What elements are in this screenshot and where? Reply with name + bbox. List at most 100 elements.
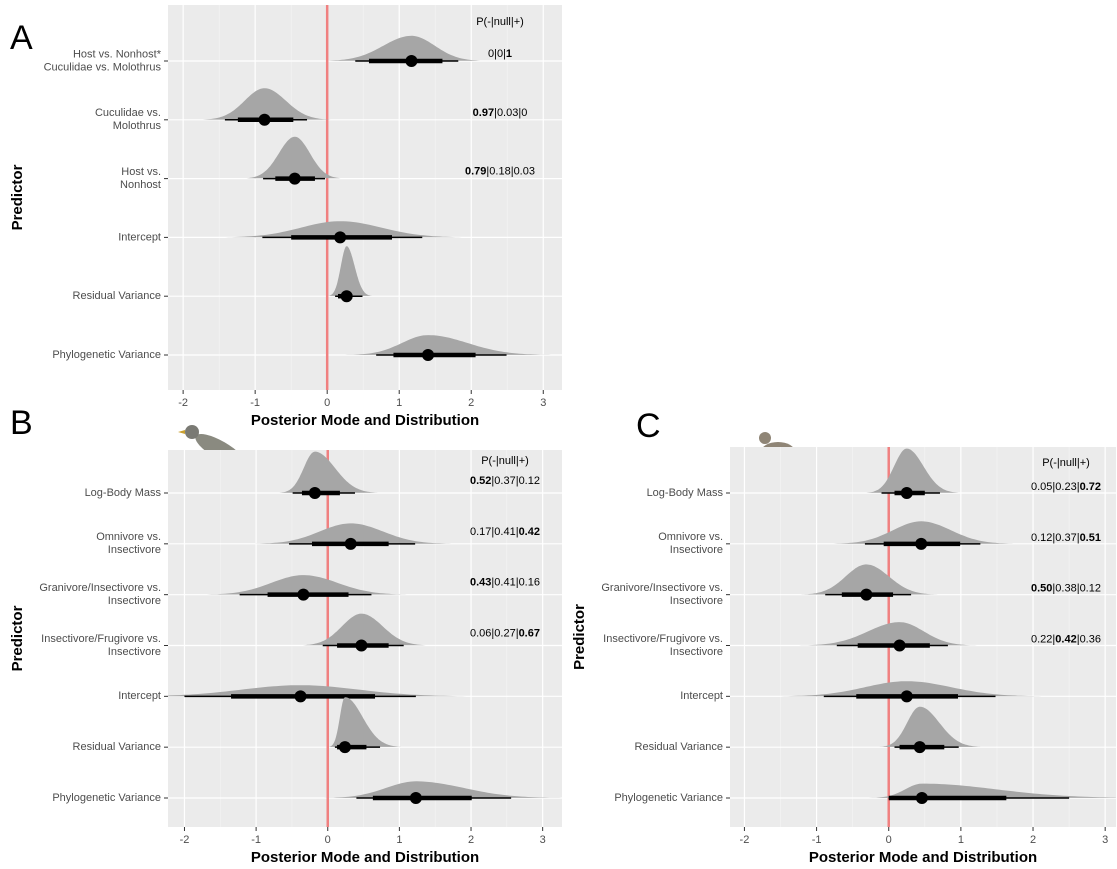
y-tick-label: Cuculidae vs. Molothrus <box>44 61 162 73</box>
annotation: 0.79|0.18|0.03 <box>465 166 535 178</box>
x-axis-title: Posterior Mode and Distribution <box>251 412 479 429</box>
density <box>201 575 413 595</box>
y-tick-label: Omnivore vs. <box>96 531 161 543</box>
density <box>299 613 429 646</box>
x-tick-label: 2 <box>468 834 474 846</box>
y-tick-label: Insectivore/Frugivore vs. <box>603 633 723 645</box>
x-tick-label: 1 <box>396 397 402 409</box>
y-tick-label: Omnivore vs. <box>658 531 723 543</box>
density <box>866 448 960 493</box>
mode-point <box>405 55 418 67</box>
annotation: 0.06|0.27|0.67 <box>470 627 540 639</box>
y-tick-label: Insectivore <box>108 544 161 556</box>
annotation-header: P(-|null|+) <box>481 455 529 467</box>
y-tick-label: Intercept <box>118 690 161 702</box>
y-axis-title: Predictor <box>9 605 26 671</box>
density <box>799 622 977 646</box>
mode-point <box>288 172 301 185</box>
x-tick-label: 3 <box>540 834 546 846</box>
annotation: 0.22|0.42|0.36 <box>1031 633 1101 645</box>
mode-point <box>258 113 271 126</box>
y-tick-label: Residual Variance <box>73 290 161 302</box>
x-tick-label: 1 <box>958 834 964 846</box>
density <box>774 681 1049 697</box>
mode-point <box>338 741 351 754</box>
density <box>345 335 554 355</box>
y-tick-label: Host vs. <box>121 166 161 178</box>
density <box>168 685 486 697</box>
x-tick-label: 2 <box>468 397 474 409</box>
mode-point <box>900 690 913 703</box>
panel-background <box>168 5 562 390</box>
density <box>279 451 379 493</box>
x-tick-label: -2 <box>178 397 188 409</box>
x-axis-title: Posterior Mode and Distribution <box>251 849 479 866</box>
y-tick-label: Residual Variance <box>73 741 161 753</box>
density <box>215 221 472 238</box>
x-tick-label: 3 <box>540 397 546 409</box>
annotation-header: P(-|null|+) <box>1042 457 1090 469</box>
mode-point <box>344 537 357 550</box>
y-tick-label: Insectivore/Frugivore vs. <box>41 633 161 645</box>
density <box>321 35 487 61</box>
x-tick-label: -1 <box>812 834 822 846</box>
annotation: 0.43|0.41|0.16 <box>470 577 540 589</box>
mode-point <box>297 588 310 601</box>
mode-point <box>893 639 906 652</box>
mode-point <box>913 741 926 754</box>
y-tick-label: Intercept <box>118 231 161 243</box>
y-tick-label: Insectivore <box>108 595 161 607</box>
x-tick-label: -1 <box>251 834 261 846</box>
y-axis-title: Predictor <box>571 604 588 670</box>
mode-point <box>409 792 422 804</box>
x-tick-label: 0 <box>324 397 330 409</box>
density <box>328 697 402 747</box>
y-tick-label: Molothrus <box>113 120 162 132</box>
x-tick-label: -2 <box>180 834 190 846</box>
panel-label: C <box>636 407 661 445</box>
mode-point <box>915 537 928 550</box>
y-tick-label: Residual Variance <box>635 741 723 753</box>
mode-point <box>860 588 873 601</box>
x-tick-label: 0 <box>325 834 331 846</box>
annotation: 0.05|0.23|0.72 <box>1031 481 1101 493</box>
annotation: 0.17|0.41|0.42 <box>470 526 540 538</box>
density <box>201 88 333 120</box>
density <box>252 523 454 544</box>
density <box>868 783 1116 798</box>
density <box>879 706 983 747</box>
mode-point <box>355 639 368 652</box>
mode-point <box>294 690 307 703</box>
density <box>244 136 344 179</box>
mode-point <box>340 290 353 303</box>
density <box>831 521 1016 544</box>
x-tick-label: 3 <box>1102 834 1108 846</box>
y-axis-title: Predictor <box>9 164 26 230</box>
y-tick-label: Granivore/Insectivore vs. <box>601 582 723 594</box>
x-tick-label: 0 <box>886 834 892 846</box>
y-tick-label: Phylogenetic Variance <box>52 349 161 361</box>
density <box>800 564 938 595</box>
y-tick-label: Insectivore <box>670 544 723 556</box>
y-tick-label: Log-Body Mass <box>647 487 724 499</box>
annotation: 0|0|1 <box>488 48 512 60</box>
x-tick-label: 1 <box>396 834 402 846</box>
y-tick-label: Granivore/Insectivore vs. <box>39 582 161 594</box>
x-tick-label: -2 <box>740 834 750 846</box>
y-tick-label: Host vs. Nonhost* <box>73 48 162 60</box>
y-tick-label: Insectivore <box>670 646 723 658</box>
x-axis-title: Posterior Mode and Distribution <box>809 849 1037 866</box>
mode-point <box>334 231 347 244</box>
mode-point <box>308 487 321 499</box>
y-tick-label: Phylogenetic Variance <box>52 792 161 804</box>
y-tick-label: Insectivore <box>108 646 161 658</box>
mode-point <box>900 487 913 499</box>
y-tick-label: Log-Body Mass <box>85 487 162 499</box>
annotation-header: P(-|null|+) <box>476 16 524 28</box>
panel-label: A <box>10 19 33 57</box>
density <box>328 246 372 296</box>
y-tick-label: Phylogenetic Variance <box>614 792 723 804</box>
annotation: 0.52|0.37|0.12 <box>470 475 540 487</box>
y-tick-label: Intercept <box>680 690 723 702</box>
annotation: 0.12|0.37|0.51 <box>1031 532 1101 544</box>
